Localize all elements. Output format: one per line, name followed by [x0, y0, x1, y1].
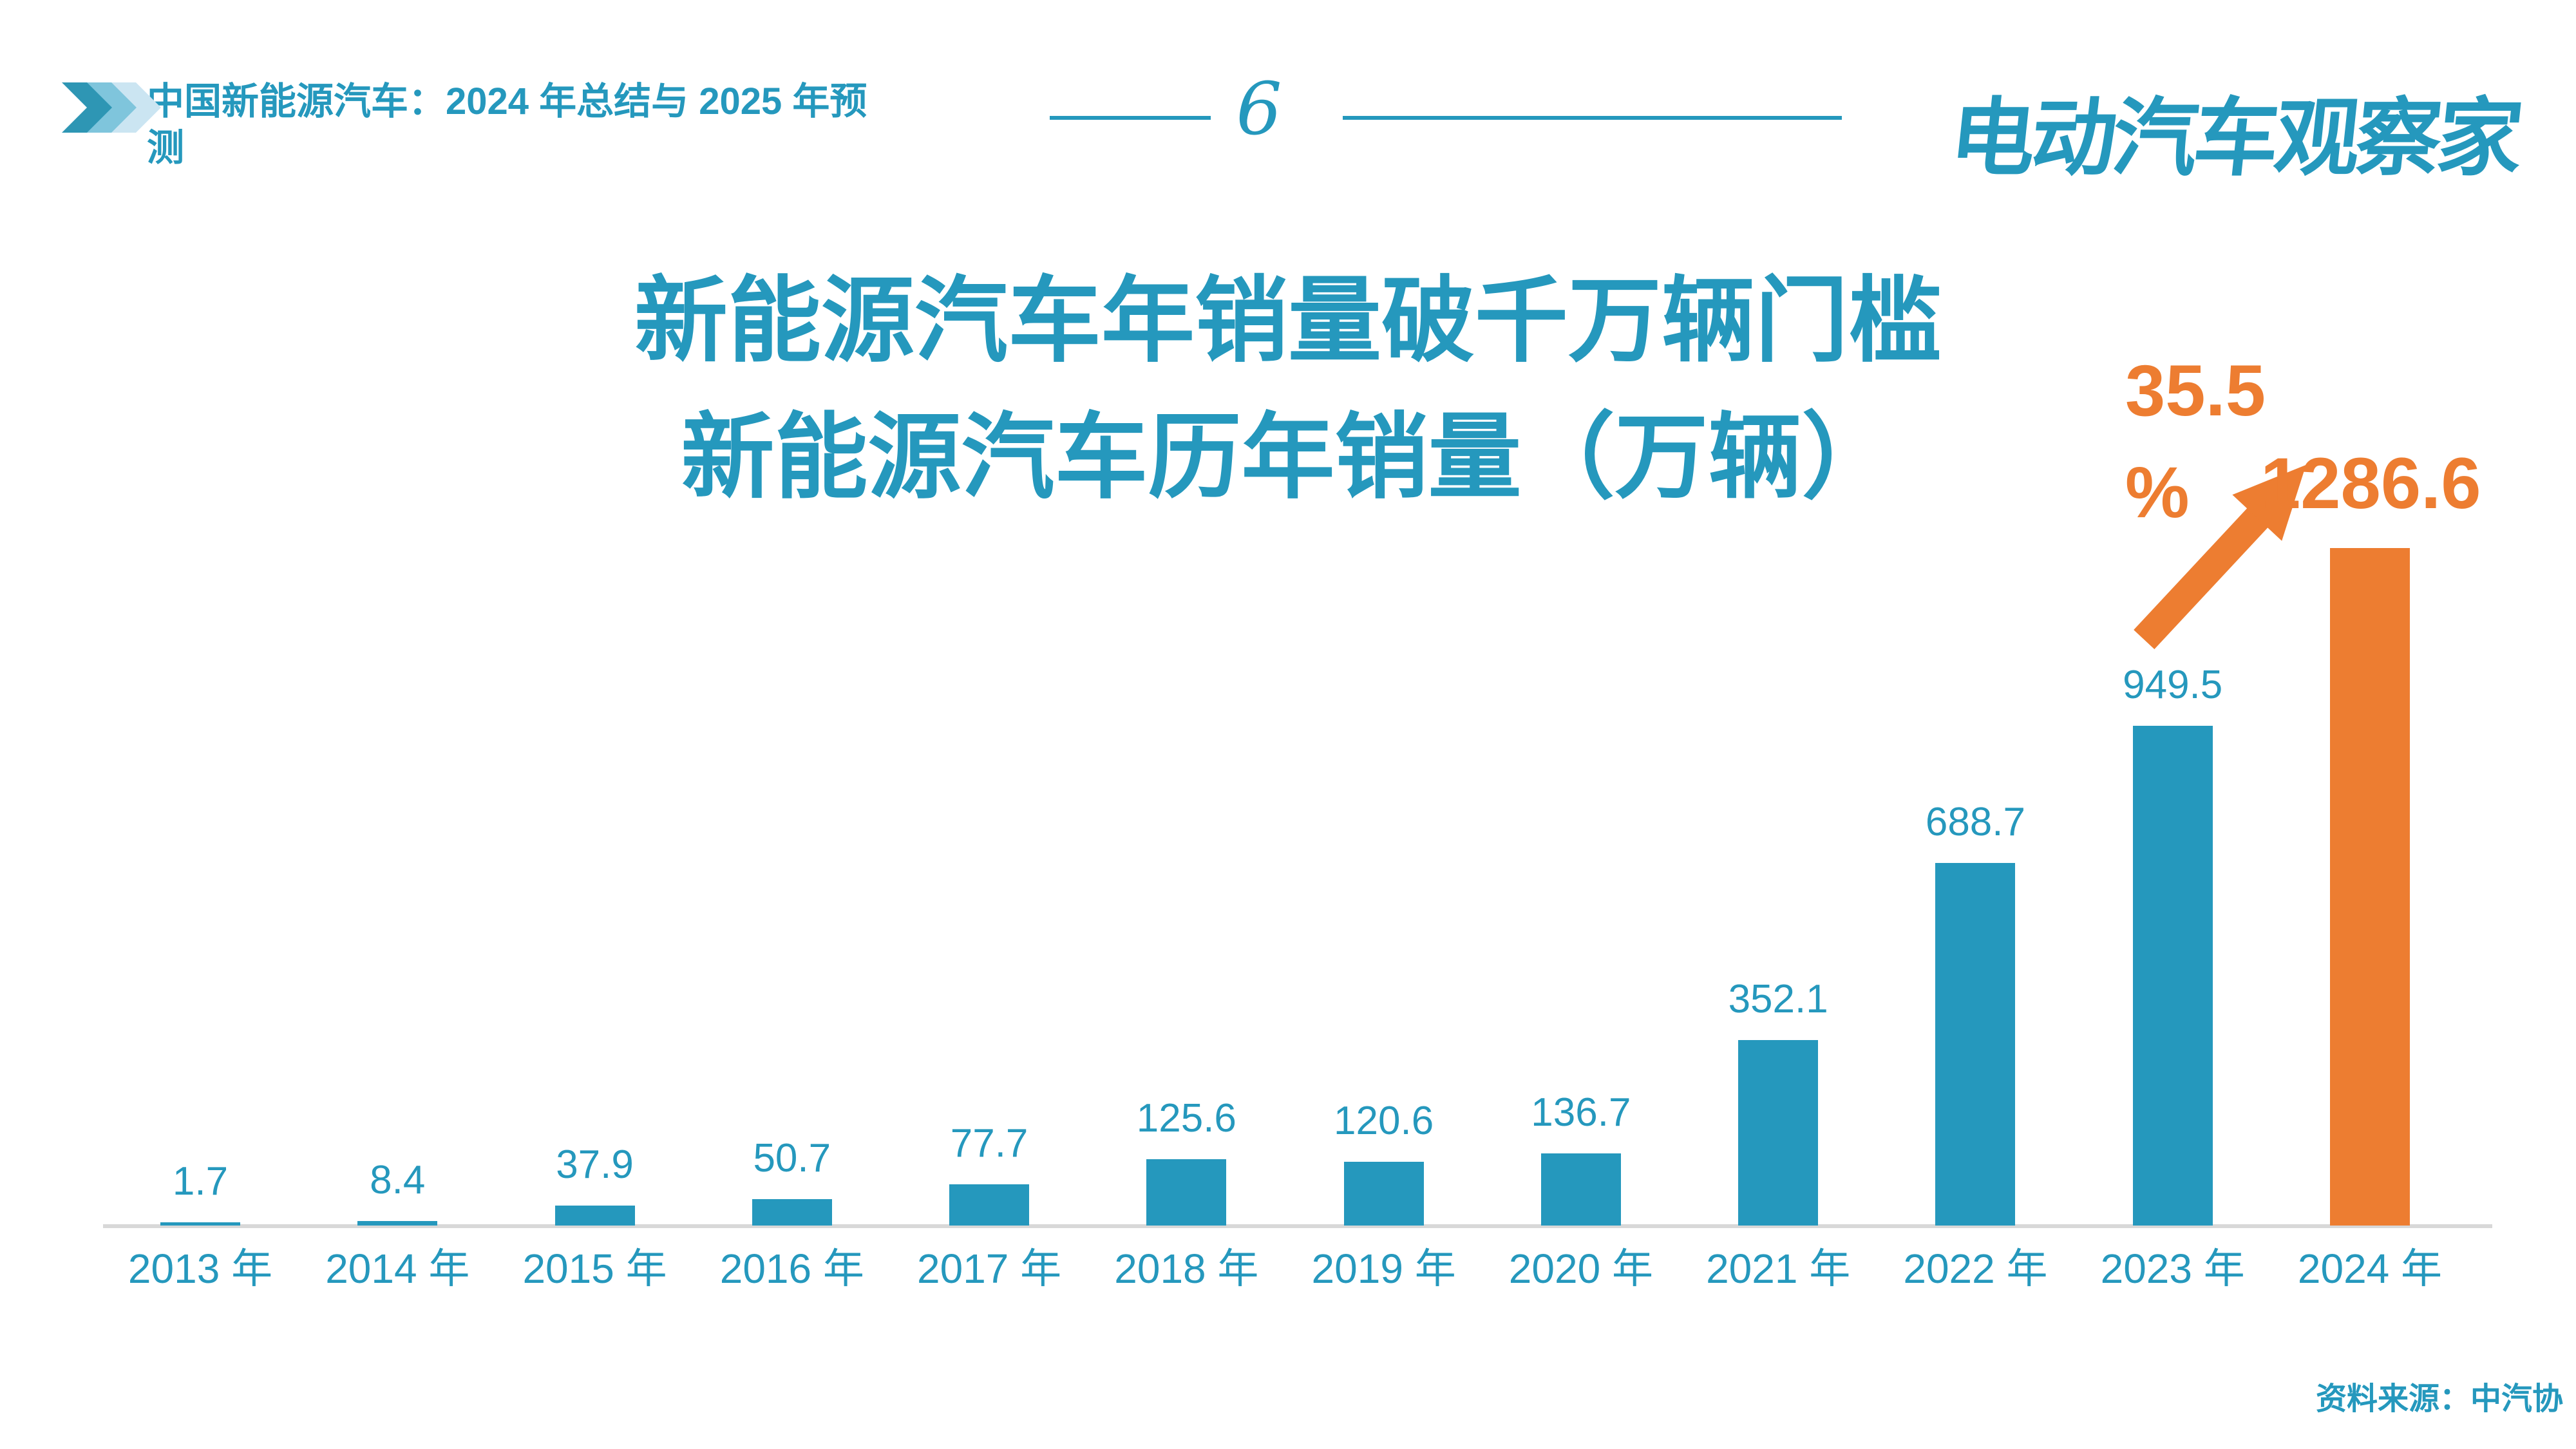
- value-label: 136.7: [1531, 1090, 1631, 1135]
- bar-2015年: [554, 1206, 635, 1226]
- bar-2020年: [1540, 1153, 1621, 1226]
- bar-2021年: [1738, 1040, 1819, 1226]
- value-label: 50.7: [753, 1136, 831, 1180]
- value-label: 8.4: [370, 1158, 426, 1202]
- x-axis-label: 2017 年: [917, 1245, 1062, 1292]
- growth-annotation: 35.5 %: [2125, 340, 2293, 544]
- x-axis-label: 2023 年: [2100, 1245, 2245, 1292]
- growth-arrow-icon: [2134, 464, 2306, 650]
- chart-title: 新能源汽车年销量破千万辆门槛 新能源汽车历年销量（万辆）: [322, 252, 2254, 526]
- value-label: 1.7: [172, 1159, 229, 1204]
- slide-header-title-line1: 中国新能源汽车：2024 年总结与 2025 年预: [147, 80, 867, 122]
- header-divider-left: [1050, 116, 1211, 120]
- x-axis-label: 2016 年: [719, 1245, 864, 1292]
- bar-2013年: [160, 1222, 240, 1226]
- bar-2023年: [2132, 726, 2213, 1226]
- x-axis-label: 2015 年: [522, 1245, 667, 1292]
- bar-2017年: [949, 1184, 1030, 1226]
- growth-annotation-value: 35.5: [2125, 350, 2266, 431]
- x-axis-label: 2024 年: [2297, 1245, 2443, 1292]
- growth-annotation-percent: %: [2125, 452, 2190, 533]
- value-label: 949.5: [2123, 663, 2223, 707]
- chart-title-line2: 新能源汽车历年销量（万辆）: [681, 405, 1895, 509]
- bar-2018年: [1146, 1159, 1227, 1226]
- slide-header-title-line2: 测: [147, 127, 185, 169]
- bar-2014年: [357, 1221, 438, 1226]
- x-axis-label: 2021 年: [1706, 1245, 1851, 1292]
- bar-2016年: [752, 1199, 832, 1226]
- bar-2022年: [1935, 863, 2016, 1226]
- value-label: 125.6: [1136, 1096, 1236, 1141]
- slide-header-title: 中国新能源汽车：2024 年总结与 2025 年预 测: [147, 79, 1048, 171]
- value-label: 120.6: [1334, 1099, 1434, 1143]
- bar-2019年: [1343, 1162, 1424, 1226]
- value-label: 77.7: [950, 1121, 1028, 1166]
- value-label: 1286.6: [2260, 443, 2481, 524]
- x-axis-label: 2019 年: [1311, 1245, 1456, 1292]
- page-number: 6: [1236, 68, 1282, 151]
- bar-2024年: [2329, 548, 2410, 1226]
- value-label: 688.7: [1925, 800, 2025, 844]
- header-divider-right: [1343, 116, 1842, 120]
- x-axis-label: 2022 年: [1903, 1245, 2048, 1292]
- brand-logo: 电动汽车观察家: [1946, 91, 2524, 185]
- chart-title-line1: 新能源汽车年销量破千万辆门槛: [634, 269, 1942, 373]
- value-label: 37.9: [556, 1142, 634, 1187]
- x-axis-label: 2013 年: [128, 1245, 273, 1292]
- x-axis-label: 2018 年: [1114, 1245, 1259, 1292]
- x-axis-line: [103, 1224, 2492, 1228]
- data-source-note: 资料来源：中汽协: [2315, 1382, 2563, 1416]
- chevron-icon: [62, 82, 204, 133]
- x-axis-label: 2014 年: [325, 1245, 470, 1292]
- x-axis-label: 2020 年: [1508, 1245, 1653, 1292]
- value-label: 352.1: [1728, 977, 1828, 1021]
